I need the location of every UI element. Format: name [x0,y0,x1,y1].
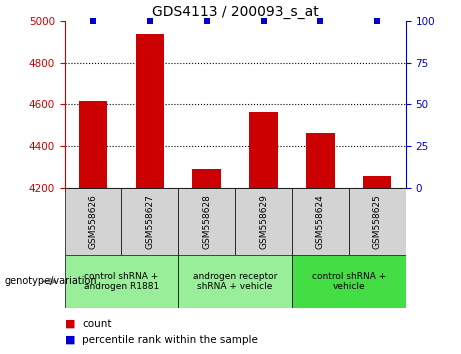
Text: percentile rank within the sample: percentile rank within the sample [82,335,258,345]
Bar [249,112,278,188]
Bar [65,255,178,308]
Text: genotype/variation: genotype/variation [5,276,97,286]
Text: androgen receptor
shRNA + vehicle: androgen receptor shRNA + vehicle [193,272,278,291]
Title: GDS4113 / 200093_s_at: GDS4113 / 200093_s_at [152,5,319,19]
Bar [178,255,292,308]
Text: GSM558625: GSM558625 [373,194,382,249]
Bar [235,188,292,255]
Bar [136,34,164,188]
Bar [178,188,235,255]
Bar [79,101,107,188]
Text: GSM558624: GSM558624 [316,194,325,249]
Text: ■: ■ [65,319,75,329]
Text: control shRNA +
vehicle: control shRNA + vehicle [312,272,386,291]
Bar [306,132,335,188]
Bar [292,188,349,255]
Text: GSM558626: GSM558626 [89,194,97,249]
Text: GSM558627: GSM558627 [145,194,154,249]
Bar [121,188,178,255]
Bar [193,169,221,188]
Bar [349,188,406,255]
Bar [65,188,121,255]
Bar [363,176,391,188]
Text: GSM558629: GSM558629 [259,194,268,249]
Text: control shRNA +
androgen R1881: control shRNA + androgen R1881 [84,272,159,291]
Text: GSM558628: GSM558628 [202,194,211,249]
Text: ■: ■ [65,335,75,345]
Text: count: count [82,319,112,329]
Bar [292,255,406,308]
